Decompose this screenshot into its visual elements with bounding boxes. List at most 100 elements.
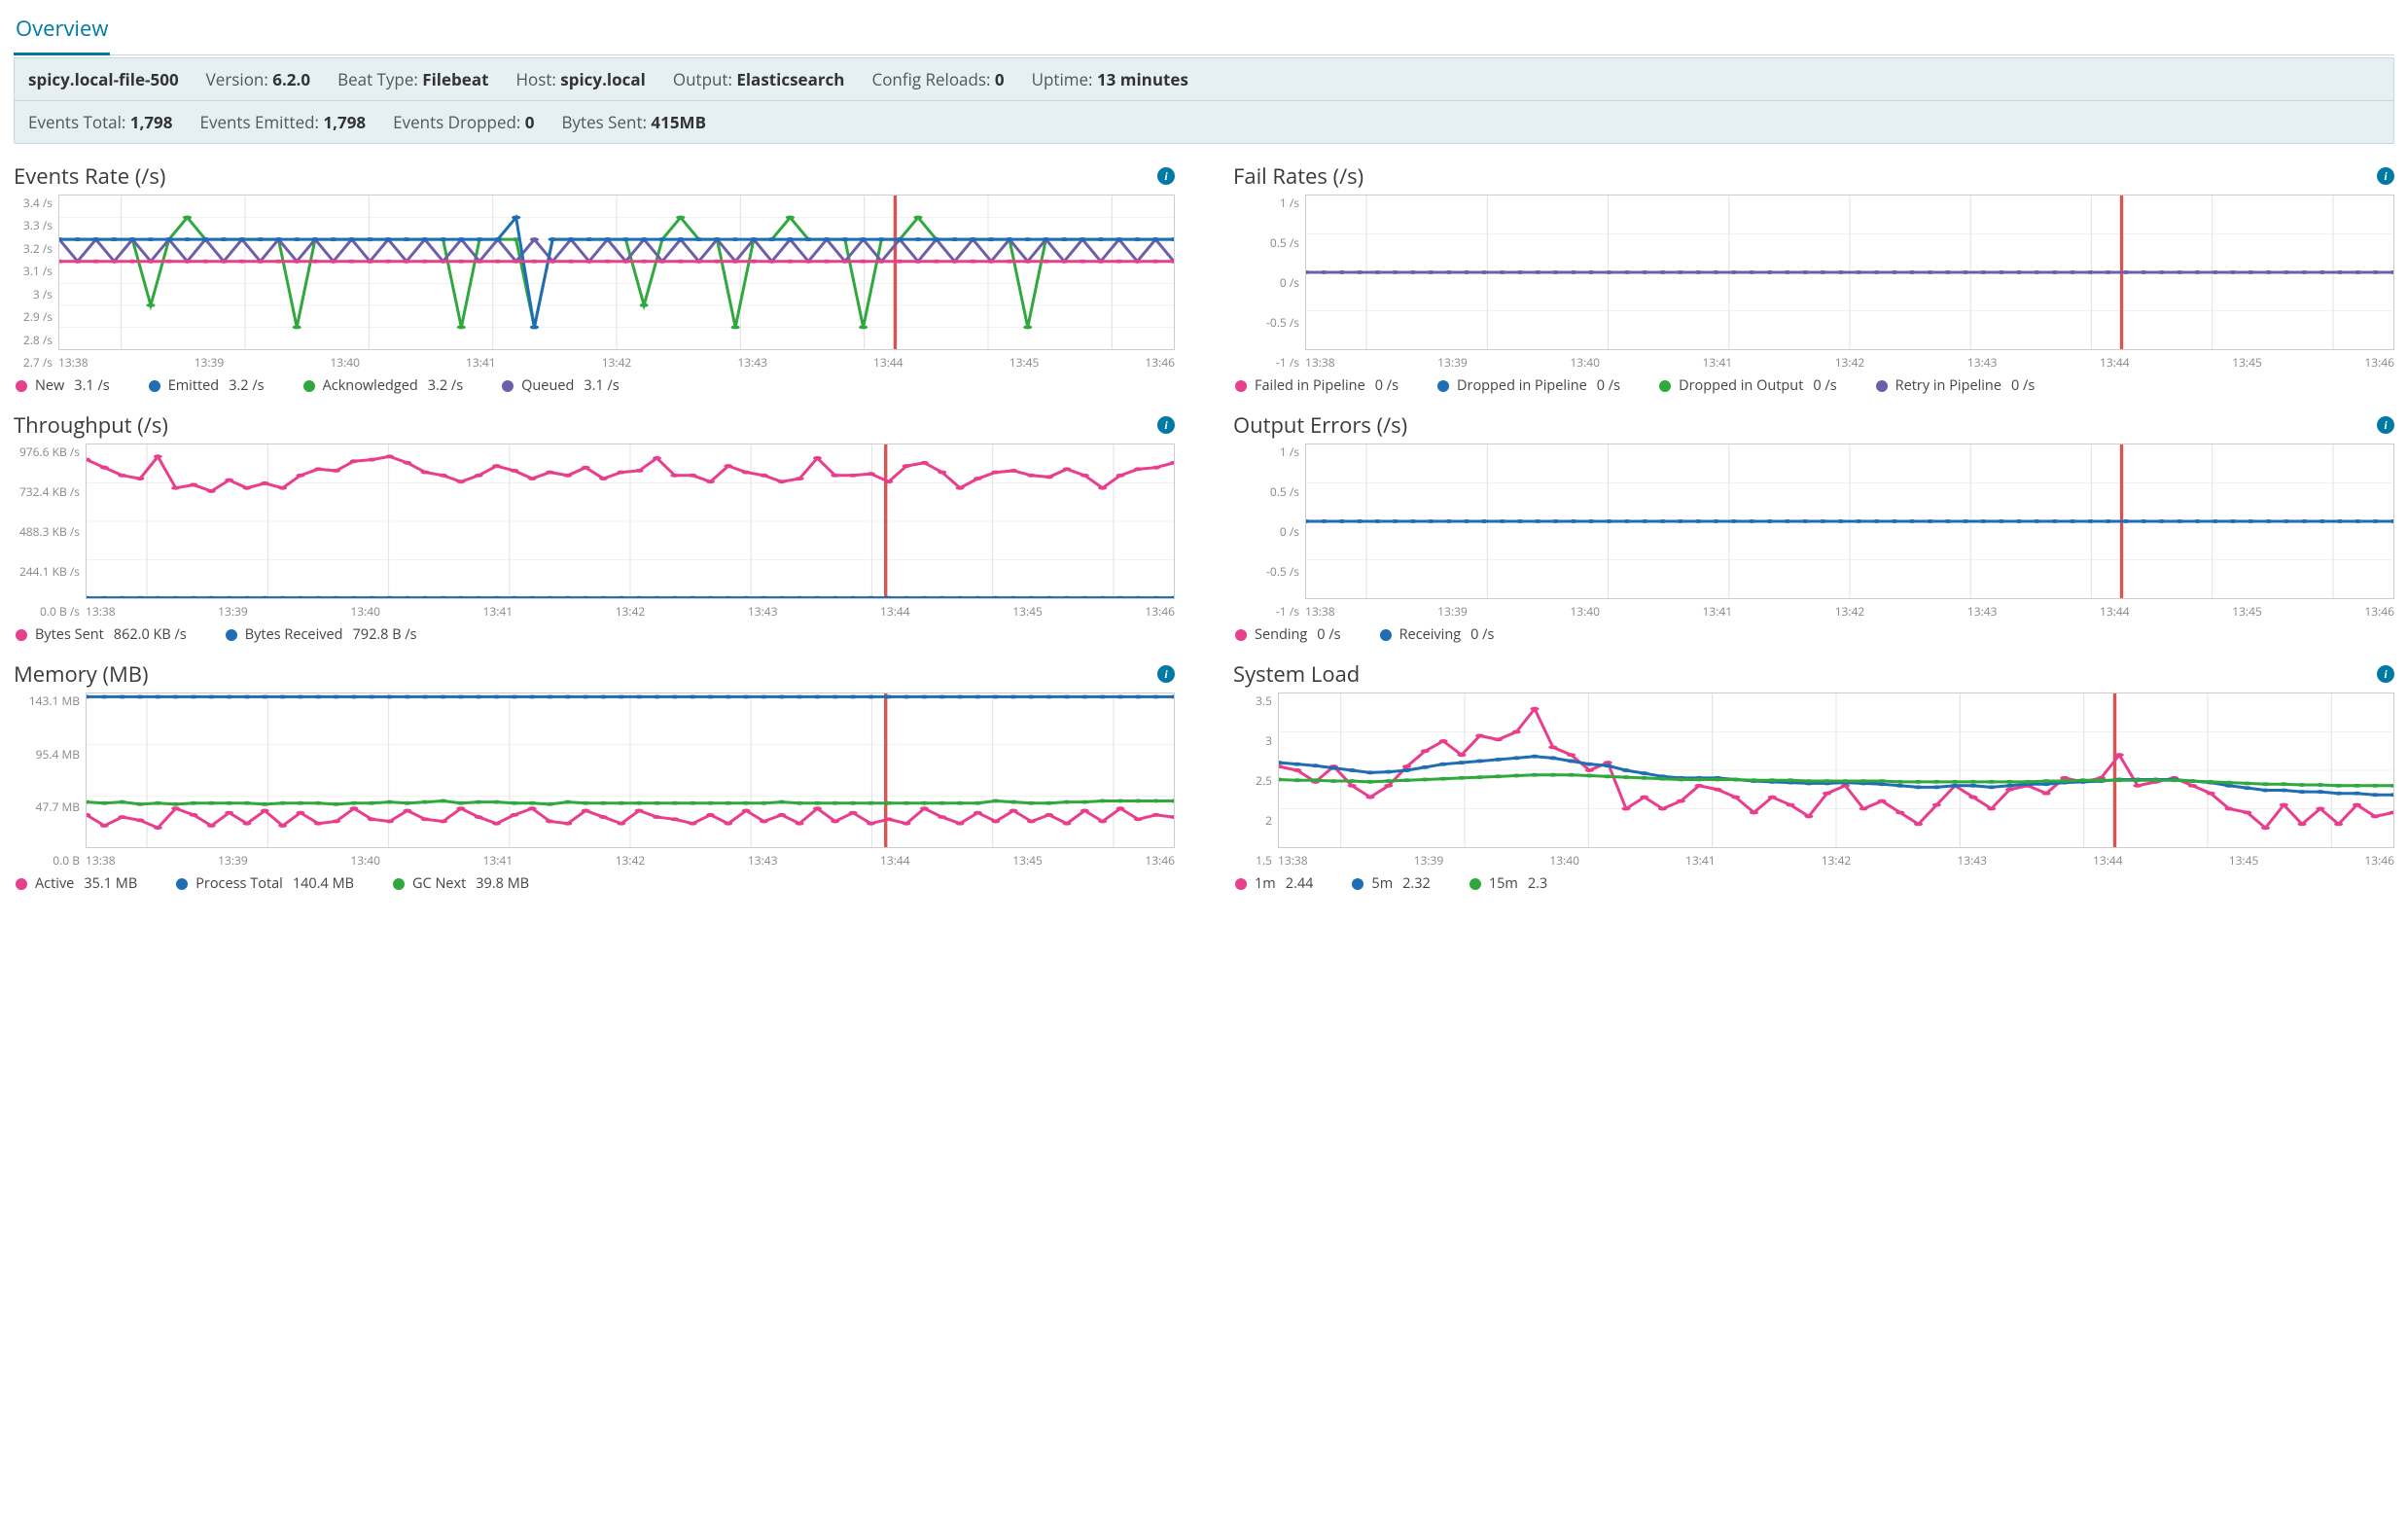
legend-label: Active [35,874,74,893]
chart-title: Memory (MB) [14,659,148,689]
legend-item[interactable]: Dropped in Pipeline 0 /s [1437,376,1620,395]
chart-title: System Load [1233,659,1360,689]
y-axis: 1 /s0.5 /s0 /s-0.5 /s-1 /s [1233,444,1305,620]
info-icon[interactable]: i [1157,665,1175,683]
legend-item[interactable]: Dropped in Output 0 /s [1659,376,1837,395]
legend: Active 35.1 MB Process Total 140.4 MB GC N… [14,874,1175,893]
legend-value: 39.8 MB [476,874,529,893]
legend-value: 2.44 [1286,874,1314,893]
legend-dot-icon [1437,380,1449,392]
legend-label: GC Next [412,874,466,893]
x-axis: 13:3813:3913:4013:4113:4213:4313:4413:45… [1305,350,2394,371]
x-axis: 13:3813:3913:4013:4113:4213:4313:4413:45… [86,599,1175,620]
legend-dot-icon [16,878,27,890]
plot-area[interactable] [1305,195,2394,350]
legend-dot-icon [1235,380,1247,392]
legend-label: 1m [1255,874,1276,893]
legend-item[interactable]: New 3.1 /s [16,376,110,395]
legend-item[interactable]: Bytes Received 792.8 B /s [226,625,417,644]
legend: New 3.1 /sEmitted 3.2 /sAcknowledged 3.2… [14,376,1175,395]
summary-item: Output: Elasticsearch [673,68,845,90]
legend-label: Sending [1255,625,1307,644]
x-axis: 13:3813:3913:4013:4113:4213:4313:4413:45… [1278,848,2394,869]
legend-label: 15m [1489,874,1518,893]
summary-item: Version: 6.2.0 [206,68,310,90]
chart-title: Output Errors (/s) [1233,410,1407,440]
legend-item[interactable]: GC Next 39.8 MB [393,874,529,893]
legend-label: Retry in Pipeline [1895,376,2001,395]
plot-area[interactable] [58,195,1175,350]
legend-label: Dropped in Output [1679,376,1803,395]
summary-item: Events Dropped: 0 [393,111,534,133]
legend-label: New [35,376,64,395]
legend-item[interactable]: Process Total 140.4 MB [176,874,354,893]
legend-item[interactable]: 15m 2.3 [1470,874,1547,893]
plot-area[interactable] [1278,692,2394,848]
summary-item: Host: spicy.local [515,68,645,90]
plot-area[interactable] [86,444,1175,599]
legend-value: 3.1 /s [74,376,109,395]
info-icon[interactable]: i [1157,416,1175,434]
summary-item: Events Total: 1,798 [28,111,173,133]
legend-value: 3.2 /s [229,376,264,395]
legend: 1m 2.44 5m 2.32 15m 2.3 [1233,874,2394,893]
legend-value: 3.1 /s [584,376,619,395]
legend-label: Failed in Pipeline [1255,376,1365,395]
info-icon[interactable]: i [1157,167,1175,185]
legend-value: 0 /s [1597,376,1620,395]
legend-dot-icon [1876,380,1888,392]
legend: Sending 0 /sReceiving 0 /s [1233,625,2394,644]
legend-label: Bytes Received [245,625,343,644]
legend-dot-icon [1235,878,1247,890]
legend-value: 0 /s [2011,376,2035,395]
info-icon[interactable]: i [2377,416,2394,434]
tab-overview[interactable]: Overview [14,8,110,55]
legend-item[interactable]: Acknowledged 3.2 /s [303,376,464,395]
plot-area[interactable] [1305,444,2394,599]
legend-item[interactable]: 1m 2.44 [1235,874,1313,893]
legend-label: Queued [521,376,574,395]
chart-title: Throughput (/s) [14,410,168,440]
summary-row-2: Events Total: 1,798 Events Emitted: 1,798… [15,100,2393,143]
legend-item[interactable]: Emitted 3.2 /s [149,376,265,395]
legend-item[interactable]: Active 35.1 MB [16,874,137,893]
summary-panel: spicy.local-file-500Version: 6.2.0Beat T… [14,57,2394,144]
legend-value: 0 /s [1375,376,1399,395]
legend-item[interactable]: Receiving 0 /s [1380,625,1495,644]
x-axis: 13:3813:3913:4013:4113:4213:4313:4413:45… [86,848,1175,869]
legend-item[interactable]: Retry in Pipeline 0 /s [1876,376,2036,395]
legend-item[interactable]: Bytes Sent 862.0 KB /s [16,625,187,644]
y-axis: 3.4 /s3.3 /s3.2 /s3.1 /s3 /s2.9 /s2.8 /s… [14,195,58,371]
legend-item[interactable]: 5m 2.32 [1352,874,1430,893]
legend-label: 5m [1371,874,1393,893]
y-axis: 1 /s0.5 /s0 /s-0.5 /s-1 /s [1233,195,1305,371]
legend-dot-icon [502,380,513,392]
legend-dot-icon [393,878,405,890]
legend-dot-icon [16,380,27,392]
legend-value: 140.4 MB [293,874,354,893]
tab-bar: Overview [14,8,2394,55]
chart-title: Fail Rates (/s) [1233,161,1363,191]
info-icon[interactable]: i [2377,665,2394,683]
legend-label: Receiving [1399,625,1462,644]
x-axis: 13:3813:3913:4013:4113:4213:4313:4413:45… [1305,599,2394,620]
legend-item[interactable]: Queued 3.1 /s [502,376,620,395]
legend-value: 0 /s [1470,625,1494,644]
legend-item[interactable]: Failed in Pipeline 0 /s [1235,376,1399,395]
legend-value: 0 /s [1317,625,1340,644]
legend-value: 3.2 /s [428,376,463,395]
summary-item: Events Emitted: 1,798 [200,111,367,133]
legend-dot-icon [1470,878,1481,890]
info-icon[interactable]: i [2377,167,2394,185]
legend-label: Emitted [168,376,220,395]
summary-item: Config Reloads: 0 [871,68,1004,90]
summary-item: Uptime: 13 minutes [1032,68,1188,90]
legend: Bytes Sent 862.0 KB /s Bytes Received 792… [14,625,1175,644]
y-axis: 3.532.521.5 [1233,692,1278,869]
summary-item: Beat Type: Filebeat [337,68,488,90]
legend-value: 862.0 KB /s [114,625,187,644]
x-axis: 13:3813:3913:4013:4113:4213:4313:4413:45… [58,350,1175,371]
legend-item[interactable]: Sending 0 /s [1235,625,1341,644]
legend-value: 0 /s [1813,376,1836,395]
plot-area[interactable] [86,692,1175,848]
